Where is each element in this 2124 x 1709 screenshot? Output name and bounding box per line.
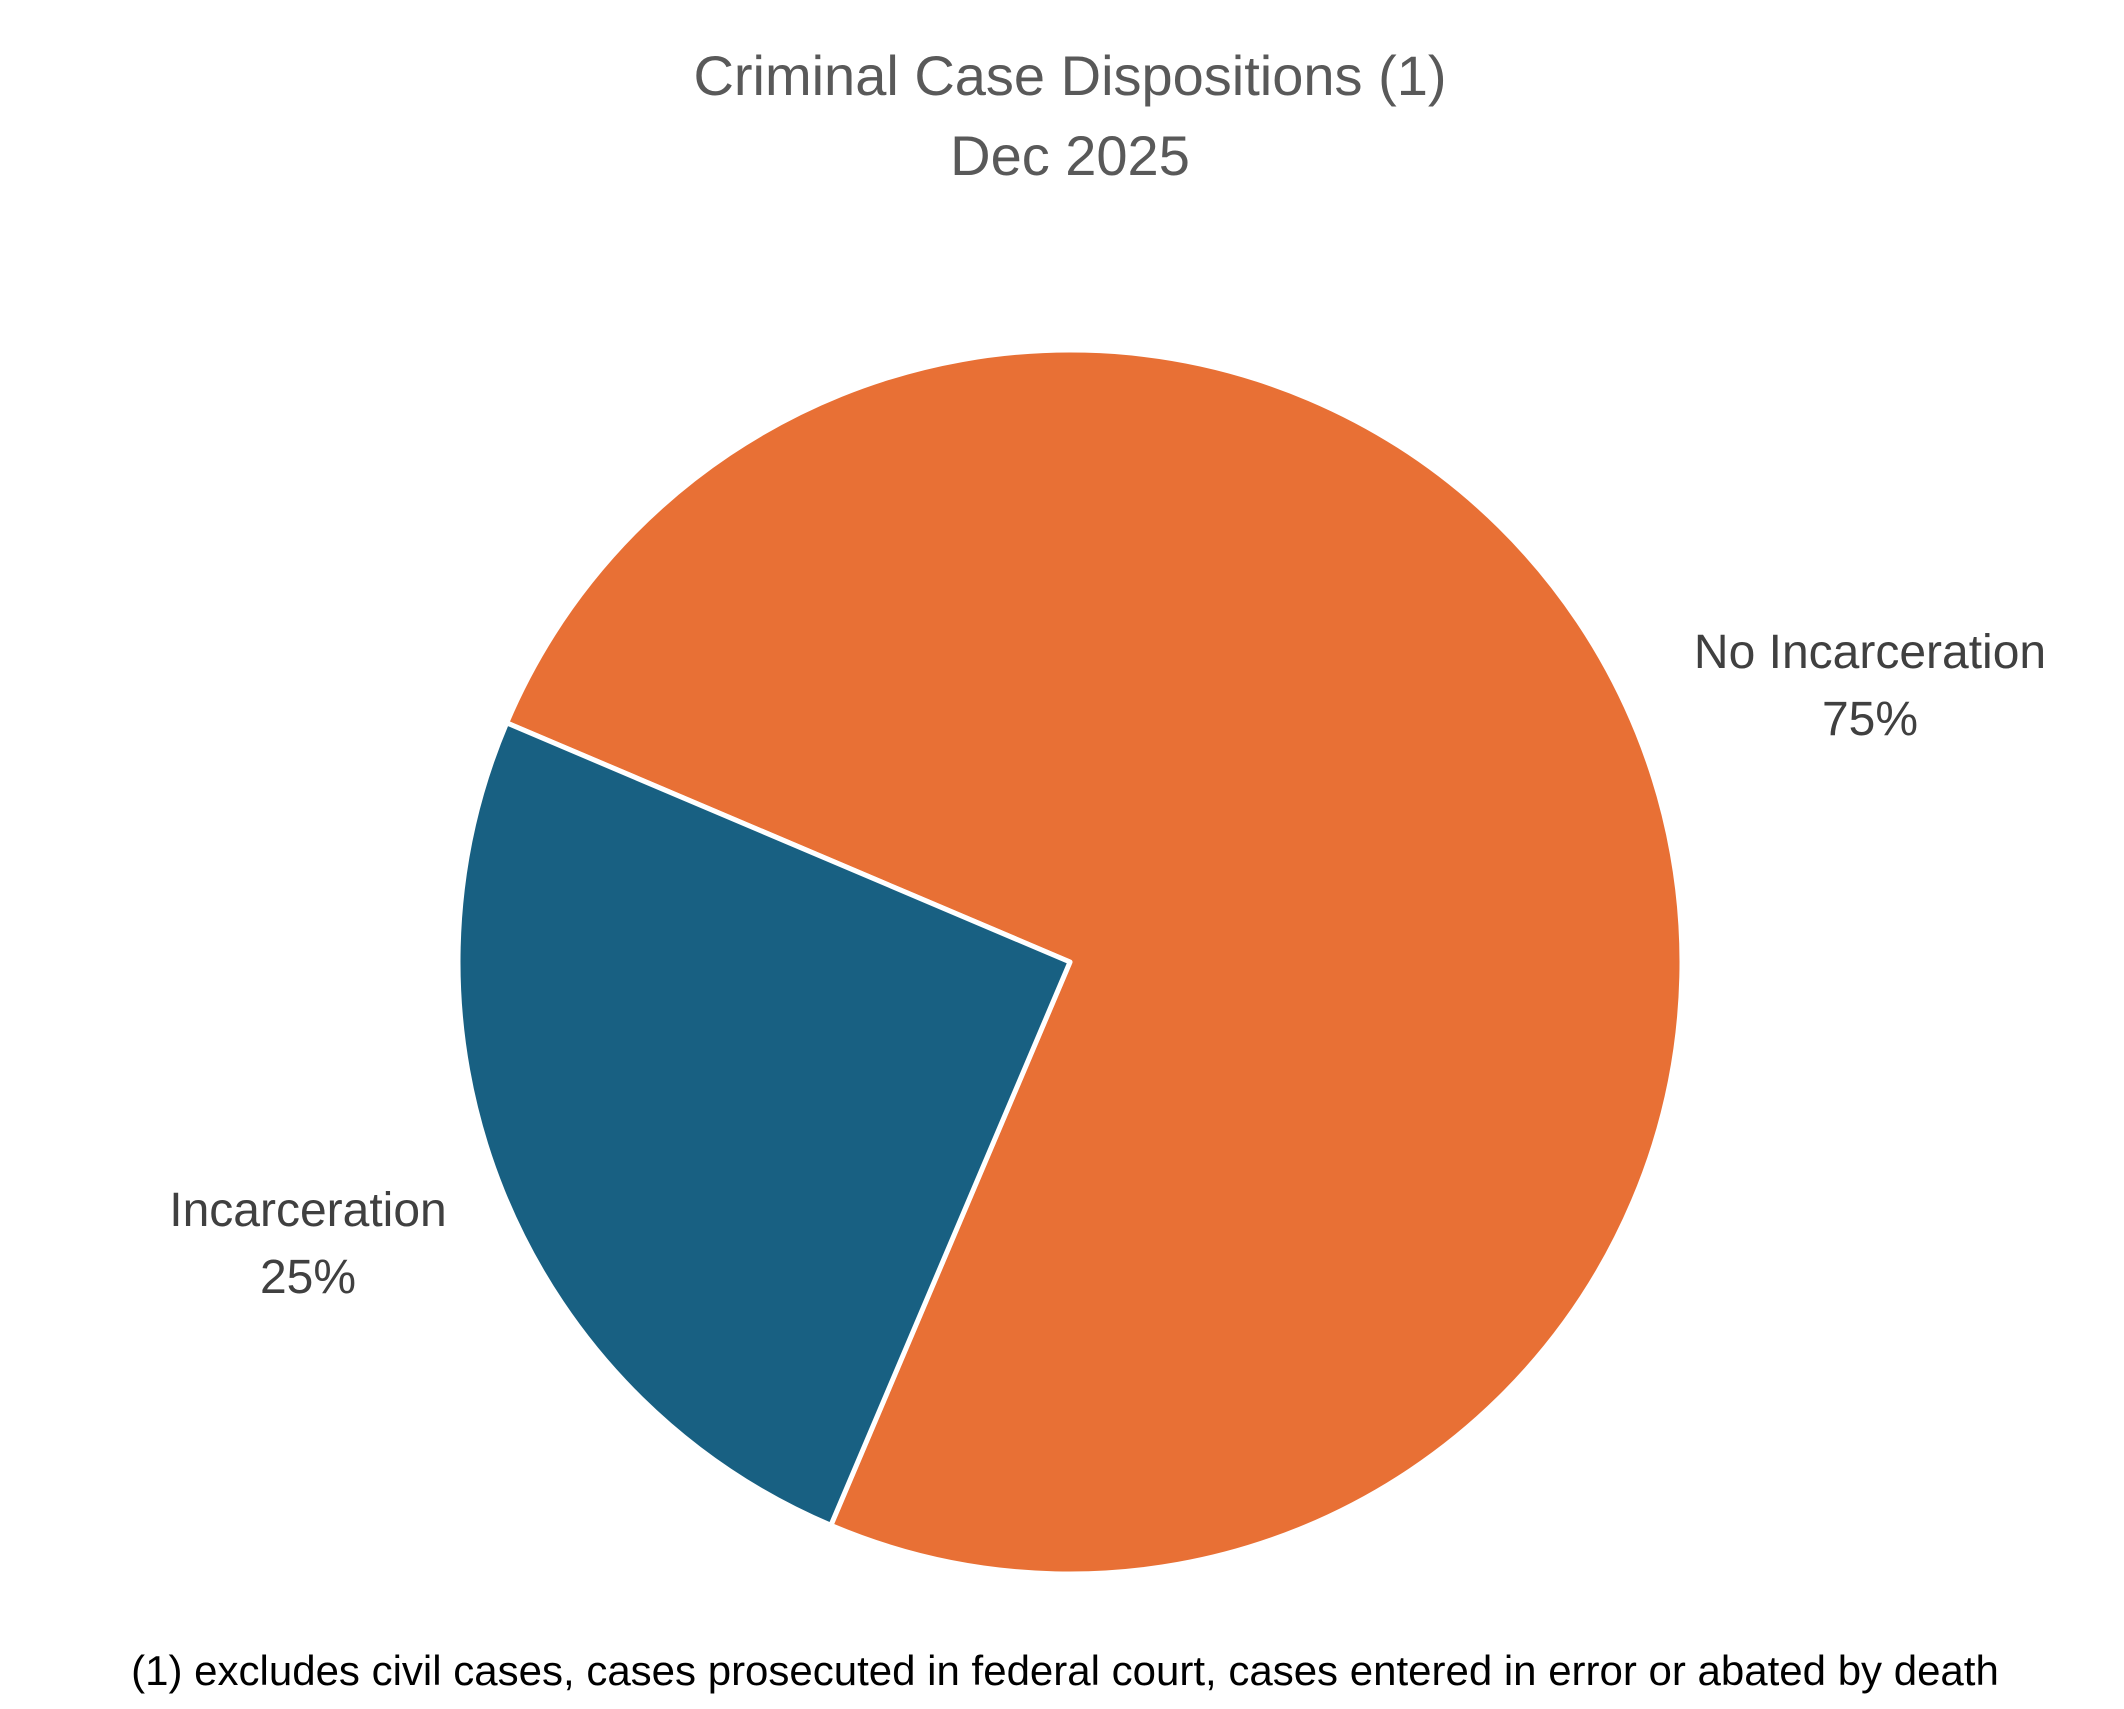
slice-value-label: 75% [1822,693,1918,746]
slice-value-label: 25% [260,1251,356,1304]
slice-label-incarceration: Incarceration 25% [169,1184,446,1304]
slice-category-label: No Incarceration [1694,626,2046,679]
pie-slice-incarceration [455,720,1073,1528]
chart-title: Criminal Case Dispositions (1) Dec 2025 [693,44,1446,187]
footnote: (1) excludes civil cases, cases prosecut… [131,1647,1999,1694]
chart-title-line: Criminal Case Dispositions (1) [693,44,1446,107]
slice-label-no-incarceration: No Incarceration 75% [1694,626,2046,746]
pie-slice-no-incarceration [504,347,1685,1577]
slice-category-label: Incarceration [169,1184,446,1237]
chart-subtitle-line: Dec 2025 [950,124,1190,187]
pie-slices [455,347,1685,1577]
